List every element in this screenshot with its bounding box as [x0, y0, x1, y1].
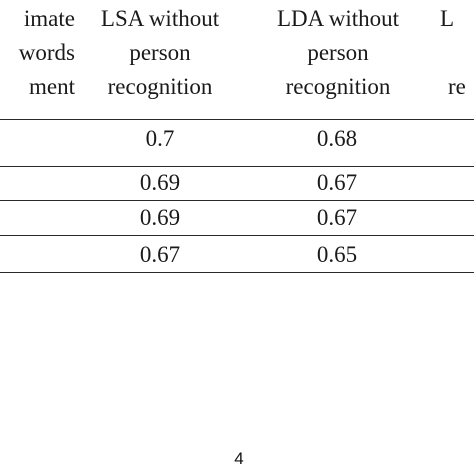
table-cell-lsa: 0.67: [139, 242, 181, 267]
header-line: LDA without: [276, 6, 400, 31]
header-line: re: [448, 74, 466, 99]
table-header-col-3: L re: [440, 2, 474, 104]
page-number: 4: [234, 449, 244, 468]
table-cell-lsa: 0.69: [139, 170, 181, 195]
header-line: person: [129, 40, 191, 65]
table-cell-lsa: 0.7: [145, 126, 175, 151]
table-rule-header: [0, 119, 474, 120]
table-header-col-0: imate words ment: [0, 2, 75, 104]
table-cell-lda: 0.68: [316, 126, 358, 151]
table-header-lsa: LSA without person recognition: [80, 2, 240, 104]
header-line: recognition: [107, 74, 213, 99]
table-cell-lda: 0.67: [316, 170, 358, 195]
table-rule: [0, 166, 474, 167]
header-line: LSA without: [100, 6, 220, 31]
header-line: person: [307, 40, 369, 65]
table-cell-lsa: 0.69: [139, 205, 181, 230]
header-line: L: [440, 6, 455, 31]
table-rule: [0, 200, 474, 201]
header-line: recognition: [285, 74, 391, 99]
header-line: imate: [23, 6, 75, 31]
table-rule: [0, 235, 474, 236]
table-header-lda: LDA without person recognition: [258, 2, 418, 104]
header-line: ment: [29, 74, 75, 99]
table-cell-lda: 0.67: [316, 205, 358, 230]
table-cell-lda: 0.65: [316, 242, 358, 267]
table-rule-bottom: [0, 272, 474, 273]
header-line: words: [18, 40, 75, 65]
